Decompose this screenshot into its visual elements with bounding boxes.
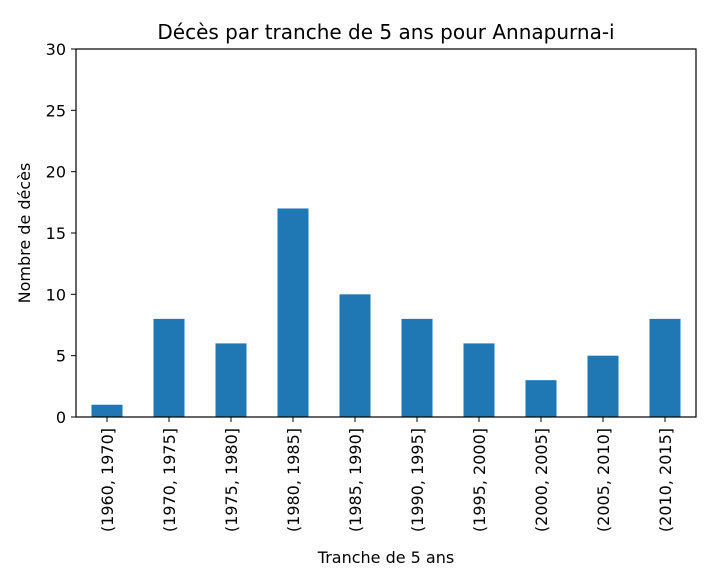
- x-tick-label: (1985, 1990]: [346, 428, 365, 532]
- x-tick-label: (1975, 1980]: [222, 428, 241, 532]
- y-tick-label: 15: [46, 224, 66, 243]
- bar: [525, 380, 557, 417]
- x-axis: (1960, 1970] (1970, 1975] (1975, 1980] (198…: [98, 417, 675, 532]
- x-tick-label: (1990, 1995]: [408, 428, 427, 532]
- x-tick-label: (2005, 2010]: [594, 428, 613, 532]
- bar: [401, 318, 433, 417]
- x-axis-label: Tranche de 5 ans: [317, 548, 454, 567]
- y-tick-label: 25: [46, 101, 66, 120]
- bar: [277, 208, 309, 417]
- y-tick-label: 10: [46, 285, 66, 304]
- x-tick-label: (1995, 2000]: [470, 428, 489, 532]
- bar: [215, 343, 247, 417]
- bars-layer: [91, 208, 681, 417]
- x-tick-label: (1970, 1975]: [160, 428, 179, 532]
- bar: [587, 355, 619, 417]
- x-tick-label: (2000, 2005]: [532, 428, 551, 532]
- y-tick-label: 30: [46, 40, 66, 59]
- y-tick-label: 20: [46, 163, 66, 182]
- bar: [463, 343, 495, 417]
- x-tick-label: (1960, 1970]: [98, 428, 117, 532]
- y-axis-label: Nombre de décès: [15, 163, 34, 304]
- y-axis: 0 5 10 15 20 25 30: [46, 40, 76, 427]
- y-tick-label: 5: [56, 347, 66, 366]
- bar: [649, 318, 681, 417]
- bar: [153, 318, 185, 417]
- bar: [339, 294, 371, 417]
- bar: [91, 404, 123, 417]
- x-tick-label: (1980, 1985]: [284, 428, 303, 532]
- y-tick-label: 0: [56, 408, 66, 427]
- chart-title: Décès par tranche de 5 ans pour Annapurn…: [157, 20, 614, 44]
- x-tick-label: (2010, 2015]: [656, 428, 675, 532]
- plot-frame: [75, 48, 697, 418]
